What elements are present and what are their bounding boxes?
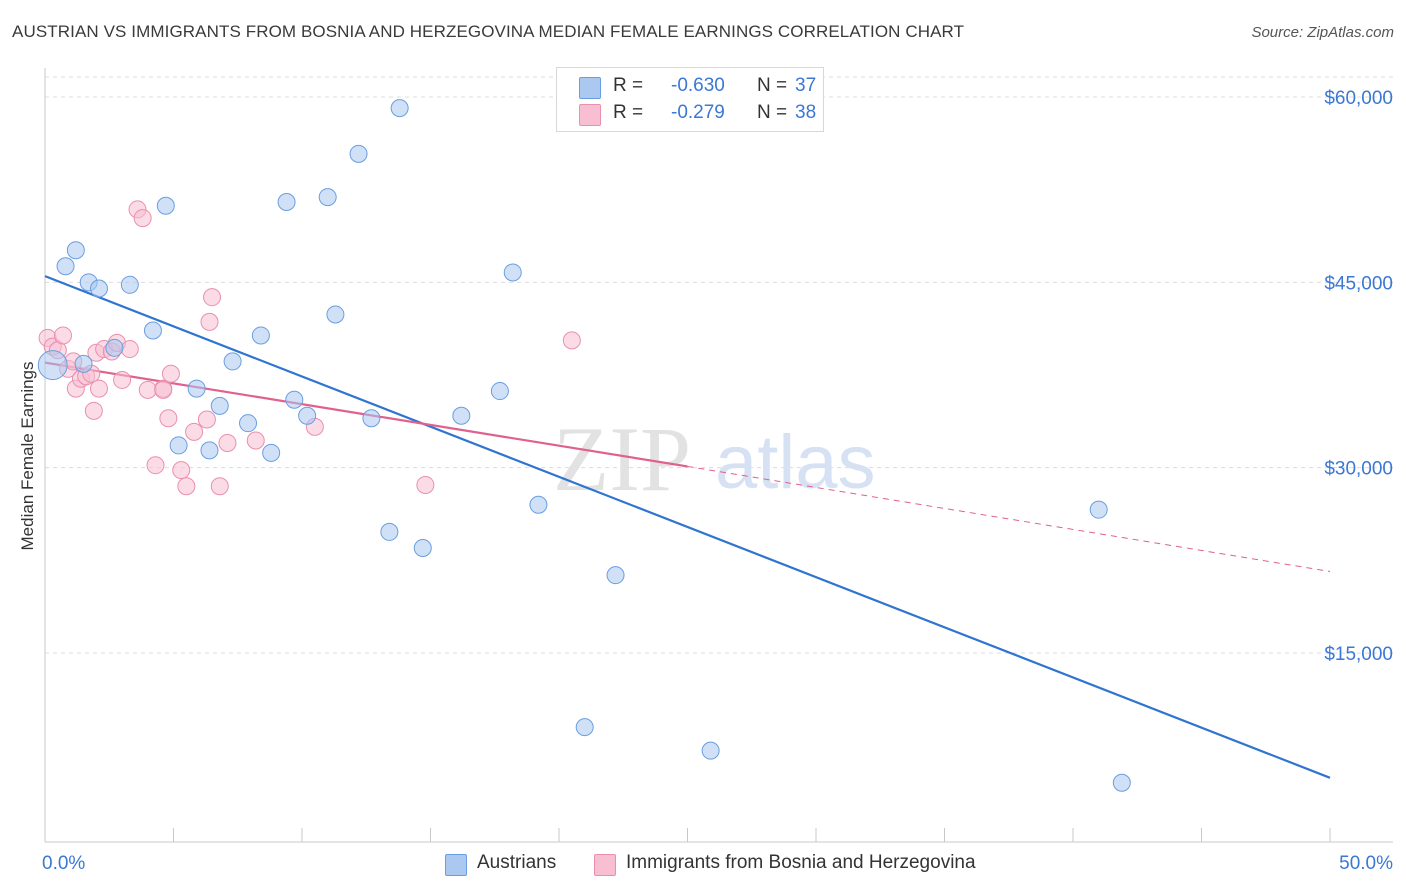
legend-n-value: 38	[795, 102, 817, 123]
trend-lines	[44, 275, 1331, 779]
y-tick-label: $30,000	[1324, 459, 1393, 480]
point-austrians	[66, 241, 85, 260]
point-austrians	[105, 338, 124, 357]
point-bosnia	[53, 326, 72, 345]
x-tick-label: 50.0%	[1339, 853, 1393, 874]
point-austrians	[239, 414, 258, 433]
point-austrians	[349, 144, 368, 163]
point-austrians	[143, 321, 162, 340]
point-austrians	[380, 522, 399, 541]
point-bosnia	[246, 431, 265, 450]
legend-n-label: N =	[757, 102, 788, 123]
point-austrians	[210, 396, 229, 415]
legend-r-value: -0.279	[671, 102, 725, 123]
point-bosnia	[185, 422, 204, 441]
point-austrians	[575, 718, 594, 737]
point-austrians	[285, 390, 304, 409]
point-austrians	[529, 495, 548, 514]
point-austrians	[452, 406, 471, 425]
tick-labels: $15,000 $30,000 $45,000 $60,000 0.0% 50.0%	[42, 88, 1393, 874]
point-bosnia	[161, 364, 180, 383]
point-bosnia	[138, 380, 157, 399]
point-austrians	[120, 275, 139, 294]
point-austrians	[1089, 500, 1108, 519]
point-austrians	[503, 263, 522, 282]
legend-swatch-blue	[579, 77, 601, 99]
legend-r-label: R =	[613, 102, 644, 123]
point-austrians	[37, 350, 68, 381]
point-bosnia	[197, 410, 216, 429]
chart-title: AUSTRIAN VS IMMIGRANTS FROM BOSNIA AND H…	[12, 22, 965, 41]
legend-n-label: N =	[757, 75, 788, 96]
point-austrians	[413, 538, 432, 557]
point-austrians	[318, 188, 337, 207]
bottom-legend-label-bosnia: Immigrants from Bosnia and Herzegovina	[626, 852, 976, 873]
point-austrians	[187, 379, 206, 398]
point-austrians	[1112, 773, 1131, 792]
point-austrians	[223, 352, 242, 371]
legend-r-value: -0.630	[671, 75, 725, 96]
point-austrians	[362, 409, 381, 428]
point-austrians	[89, 279, 108, 298]
watermark-atlas: atlas	[715, 420, 876, 505]
correlation-legend: R = -0.630 N = 37 R = -0.279 N = 38	[556, 67, 824, 132]
bottom-legend-swatch-blue	[445, 854, 467, 876]
point-austrians	[701, 741, 720, 760]
y-axis-label: Median Female Earnings	[18, 362, 37, 551]
point-austrians	[490, 382, 509, 401]
point-austrians	[251, 326, 270, 345]
point-bosnia	[172, 461, 191, 480]
point-bosnia	[562, 331, 581, 350]
bottom-legend-swatch-pink	[594, 854, 616, 876]
point-austrians	[169, 436, 188, 455]
point-austrians	[606, 566, 625, 585]
point-austrians	[74, 354, 93, 373]
watermark: ZIP atlas	[553, 408, 876, 510]
point-bosnia	[218, 433, 237, 452]
point-austrians	[326, 305, 345, 324]
y-tick-label: $60,000	[1324, 88, 1393, 109]
trendline-bosnia-extension	[687, 465, 1331, 572]
point-bosnia	[203, 288, 222, 307]
legend-r-label: R =	[613, 75, 644, 96]
point-bosnia	[89, 379, 108, 398]
point-austrians	[262, 443, 281, 462]
point-austrians	[298, 406, 317, 425]
point-bosnia	[416, 475, 435, 494]
point-bosnia	[113, 370, 132, 389]
point-bosnia	[177, 477, 196, 496]
point-bosnia	[210, 477, 229, 496]
legend-swatch-pink	[579, 104, 601, 126]
y-tick-label: $45,000	[1324, 273, 1393, 294]
point-bosnia	[154, 380, 173, 399]
axes	[44, 68, 1393, 843]
point-bosnia	[120, 340, 139, 359]
gridlines	[45, 76, 1393, 654]
y-tick-label: $15,000	[1324, 644, 1393, 665]
point-bosnia	[146, 456, 165, 475]
trendline-austrians	[44, 275, 1331, 779]
point-bosnia	[200, 312, 219, 331]
point-austrians	[277, 193, 296, 212]
point-austrians	[200, 441, 219, 460]
point-bosnia	[133, 209, 152, 228]
point-austrians	[56, 257, 75, 276]
data-points	[37, 99, 1131, 792]
x-tick-label: 0.0%	[42, 853, 85, 874]
point-bosnia	[84, 401, 103, 420]
point-bosnia	[159, 409, 178, 428]
bottom-legend-label-austrians: Austrians	[477, 852, 557, 873]
point-austrians	[156, 196, 175, 215]
point-austrians	[390, 99, 409, 118]
watermark-zip: ZIP	[553, 408, 691, 510]
chart-source: Source: ZipAtlas.com	[1251, 24, 1394, 41]
legend-n-value: 37	[795, 75, 817, 96]
